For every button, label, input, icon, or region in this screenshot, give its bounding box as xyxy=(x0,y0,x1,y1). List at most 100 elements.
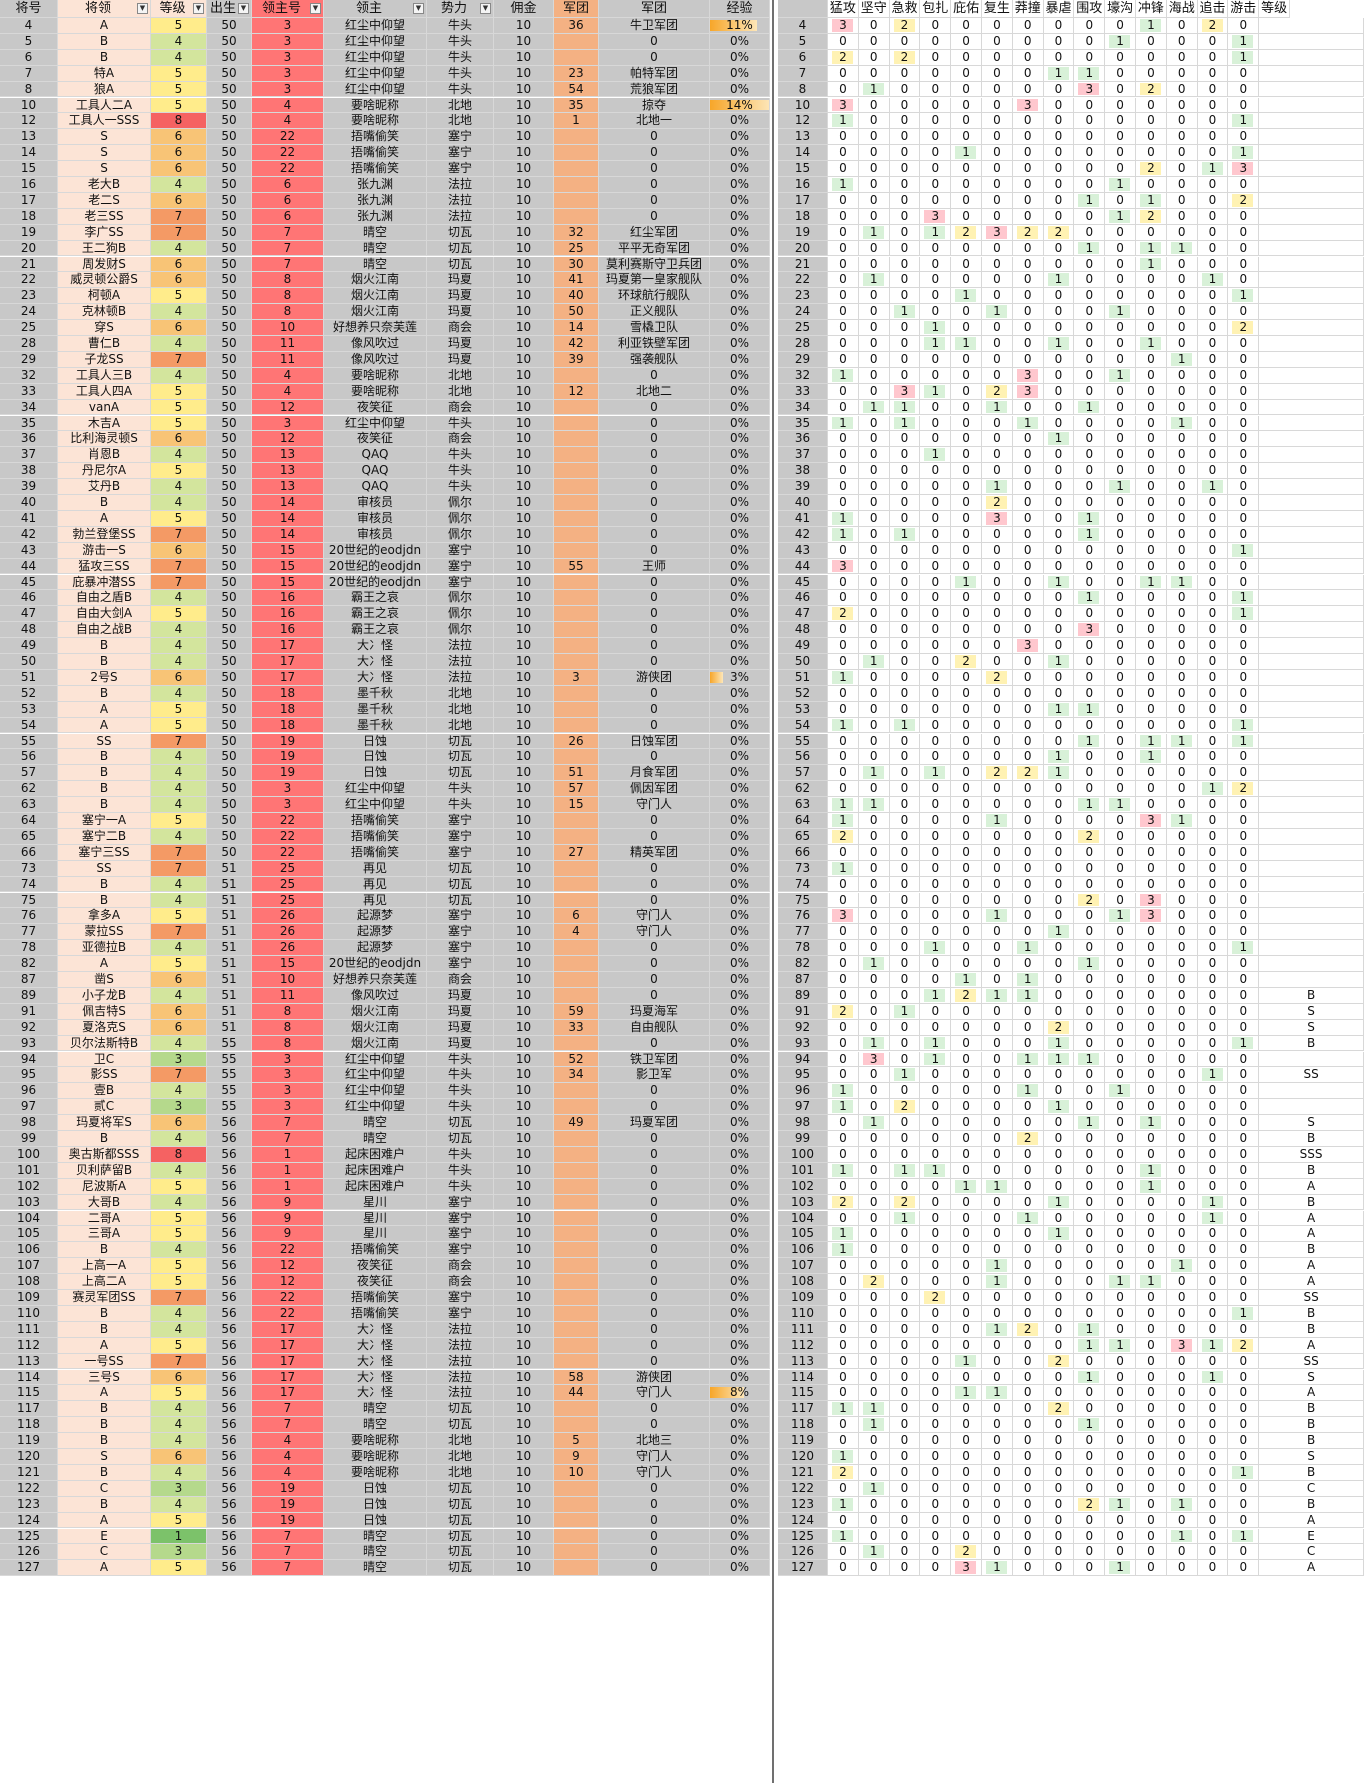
cell-lord-no[interactable]: 9 xyxy=(252,1194,324,1211)
cell-skill[interactable]: 0 xyxy=(858,924,890,941)
cell-id2[interactable]: 46 xyxy=(778,590,828,607)
cell-rank[interactable]: S xyxy=(1259,1449,1364,1465)
cell-faction[interactable]: 法拉 xyxy=(427,1369,494,1386)
cell-lord-no[interactable]: 1 xyxy=(252,1146,324,1163)
cell-faction[interactable]: 法拉 xyxy=(427,1353,494,1370)
cell-id[interactable]: 75 xyxy=(0,892,58,909)
cell-skill[interactable]: 0 xyxy=(1166,192,1198,209)
cell-appear[interactable]: 50 xyxy=(207,574,252,591)
cell-skill[interactable]: 0 xyxy=(982,940,1013,957)
cell-appear[interactable]: 56 xyxy=(207,1242,252,1259)
cell-skill[interactable]: 1 xyxy=(828,1226,859,1243)
cell-skill[interactable]: 0 xyxy=(1105,415,1136,432)
cell-skill[interactable]: 0 xyxy=(889,765,921,782)
cell-level[interactable]: 4 xyxy=(151,1433,207,1449)
cell-skill[interactable]: 1 xyxy=(1074,590,1106,607)
cell-skill[interactable]: 0 xyxy=(1197,495,1229,511)
cell-appear[interactable]: 50 xyxy=(207,18,252,34)
cell-general[interactable]: 玛夏将军S xyxy=(58,1115,151,1131)
cell-faction[interactable]: 塞宁 xyxy=(427,542,494,559)
cell-skill[interactable]: 0 xyxy=(982,113,1013,130)
cell-pay[interactable]: 10 xyxy=(494,399,554,416)
cell-skill[interactable]: 0 xyxy=(982,1099,1013,1116)
cell-skill[interactable]: 2 xyxy=(889,18,921,34)
cell-lord[interactable]: 红尘中仰望 xyxy=(324,415,427,432)
cell-lord[interactable]: 红尘中仰望 xyxy=(324,81,427,98)
cell-skill[interactable]: 0 xyxy=(828,288,859,305)
cell-skill[interactable]: 1 xyxy=(1228,542,1260,559)
cell-skill[interactable]: 0 xyxy=(828,765,859,782)
cell-skill[interactable]: 0 xyxy=(858,1449,890,1465)
cell-skill[interactable]: 2 xyxy=(1228,320,1260,336)
cell-appear[interactable]: 56 xyxy=(207,1528,252,1545)
cell-pay[interactable]: 10 xyxy=(494,1131,554,1147)
cell-id2[interactable]: 38 xyxy=(778,463,828,480)
cell-id[interactable]: 32 xyxy=(0,367,58,384)
cell-skill[interactable]: 0 xyxy=(1012,1528,1044,1545)
cell-skill[interactable]: 1 xyxy=(858,272,890,289)
cell-skill[interactable]: 0 xyxy=(1136,33,1167,50)
cell-legion-no[interactable] xyxy=(554,574,599,591)
cell-level[interactable]: 7 xyxy=(151,224,207,241)
cell-skill[interactable]: 0 xyxy=(1136,65,1167,82)
cell-pay[interactable]: 10 xyxy=(494,1178,554,1195)
cell-pay[interactable]: 10 xyxy=(494,606,554,623)
cell-skill[interactable]: 1 xyxy=(1043,654,1075,670)
cell-skill[interactable]: 0 xyxy=(1197,320,1229,336)
cell-skill[interactable]: 0 xyxy=(889,97,921,114)
cell-skill[interactable]: 0 xyxy=(1074,558,1106,575)
cell-skill[interactable]: 0 xyxy=(1136,1401,1167,1418)
cell-pay[interactable]: 10 xyxy=(494,717,554,734)
cell-id[interactable]: 118 xyxy=(0,1417,58,1434)
cell-skill[interactable]: 0 xyxy=(920,685,952,702)
cell-skill[interactable]: 0 xyxy=(920,18,952,34)
cell-legion[interactable]: 守门人 xyxy=(599,924,710,941)
cell-faction[interactable]: 牛头 xyxy=(427,415,494,432)
cell-skill[interactable]: 0 xyxy=(889,654,921,670)
cell-level[interactable]: 4 xyxy=(151,590,207,607)
cell-skill[interactable]: 0 xyxy=(1197,558,1229,575)
cell-skill[interactable]: 0 xyxy=(982,240,1013,257)
cell-lord-no[interactable]: 13 xyxy=(252,463,324,480)
cell-id[interactable]: 4 xyxy=(0,18,58,34)
cell-id2[interactable]: 106 xyxy=(778,1242,828,1259)
cell-skill[interactable]: 0 xyxy=(920,797,952,813)
cell-legion-no[interactable]: 40 xyxy=(554,288,599,305)
cell-skill[interactable]: 0 xyxy=(982,1051,1013,1068)
cell-id2[interactable]: 39 xyxy=(778,479,828,495)
cell-lord-no[interactable]: 3 xyxy=(252,781,324,798)
cell-level[interactable]: 4 xyxy=(151,479,207,495)
cell-pay[interactable]: 10 xyxy=(494,1433,554,1449)
cell-lord[interactable]: 红尘中仰望 xyxy=(324,1051,427,1068)
cell-id2[interactable]: 6 xyxy=(778,49,828,66)
cell-legion[interactable]: 0 xyxy=(599,1321,710,1338)
cell-skill[interactable]: 0 xyxy=(982,1305,1013,1322)
cell-lord-no[interactable]: 11 xyxy=(252,351,324,368)
cell-skill[interactable]: 0 xyxy=(920,33,952,50)
cell-skill[interactable]: 0 xyxy=(920,431,952,448)
cell-id[interactable]: 8 xyxy=(0,81,58,98)
cell-skill[interactable]: 0 xyxy=(1136,288,1167,305)
cell-exp[interactable]: 0% xyxy=(710,1226,770,1243)
cell-rank[interactable] xyxy=(1259,542,1364,559)
cell-id[interactable]: 37 xyxy=(0,447,58,464)
cell-general[interactable]: 三号S xyxy=(58,1369,151,1386)
cell-skill[interactable]: 0 xyxy=(1166,33,1198,50)
cell-pay[interactable]: 10 xyxy=(494,1003,554,1020)
cell-skill[interactable]: 1 xyxy=(982,399,1013,416)
cell-lord[interactable]: 张九渊 xyxy=(324,192,427,209)
cell-skill[interactable]: 0 xyxy=(1074,33,1106,50)
cell-skill[interactable]: 0 xyxy=(1074,272,1106,289)
cell-skill[interactable]: 0 xyxy=(858,622,890,639)
cell-skill[interactable]: 0 xyxy=(889,1115,921,1131)
cell-id[interactable]: 16 xyxy=(0,177,58,193)
cell-legion[interactable]: 守门人 xyxy=(599,1464,710,1481)
cell-skill[interactable]: 1 xyxy=(858,654,890,670)
cell-lord[interactable]: 张九渊 xyxy=(324,177,427,193)
cell-skill[interactable]: 0 xyxy=(1012,479,1044,495)
cell-skill[interactable]: 1 xyxy=(1166,240,1198,257)
cell-legion[interactable]: 0 xyxy=(599,367,710,384)
cell-skill[interactable]: 0 xyxy=(951,622,982,639)
cell-pay[interactable]: 10 xyxy=(494,479,554,495)
cell-skill[interactable]: 1 xyxy=(951,1178,982,1195)
